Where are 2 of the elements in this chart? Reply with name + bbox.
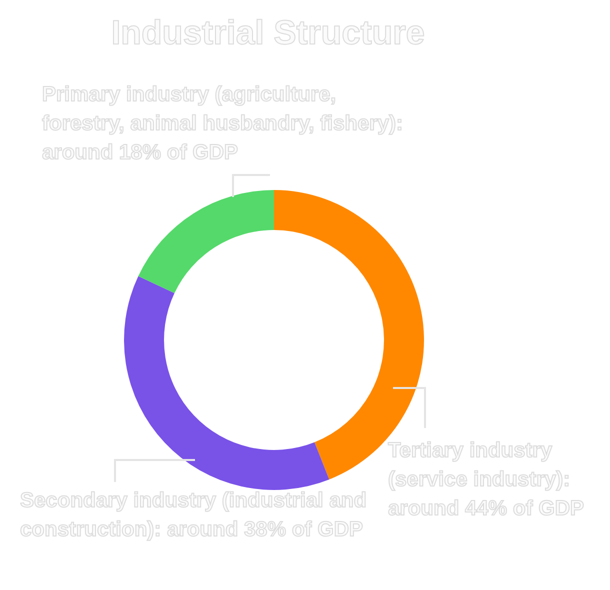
donut-slice xyxy=(138,190,274,294)
donut-slice xyxy=(124,276,330,490)
